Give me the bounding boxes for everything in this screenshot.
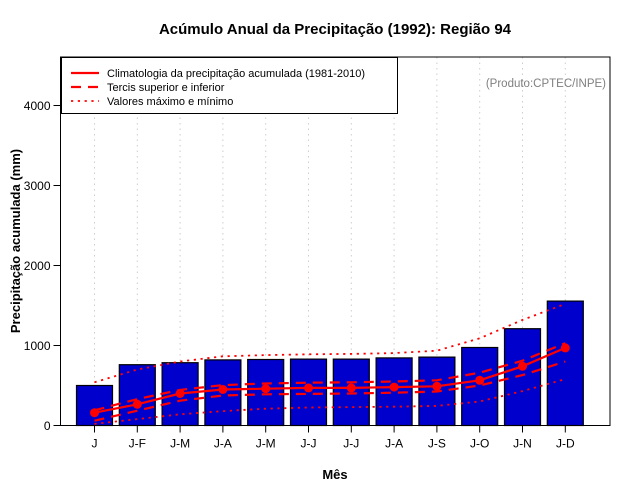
x-tick-label: J-J	[301, 437, 317, 451]
climatology-line	[94, 346, 566, 414]
x-tick-label: J-M	[256, 437, 276, 451]
x-tick-label: J-A	[214, 437, 232, 451]
x-tick-label: J-M	[170, 437, 190, 451]
chart-title: Acúmulo Anual da Precipitação (1992): Re…	[159, 21, 512, 38]
climatology-marker	[432, 381, 442, 391]
legend-item-climatology: Climatologia da precipitação acumulada (…	[107, 68, 365, 80]
x-tick-label: J	[92, 437, 98, 451]
y-axis-label: Precipitação acumulada (mm)	[8, 149, 23, 333]
max-line	[94, 303, 566, 384]
climatology-marker	[304, 383, 313, 393]
bar	[503, 328, 542, 427]
gridline-layer	[94, 57, 566, 426]
climatology-marker	[132, 399, 142, 409]
y-tick-label: 4000	[24, 99, 51, 113]
climatology-marker	[90, 408, 99, 418]
tercile-upper-line	[94, 342, 566, 412]
x-tick-label: J-D	[556, 437, 575, 451]
climatology-marker	[175, 389, 185, 398]
x-tick-label: J-N	[513, 437, 532, 451]
climatology-marker	[346, 383, 356, 393]
y-tick-label: 1000	[24, 339, 51, 353]
climatology-marker	[560, 343, 570, 353]
climatology-marker	[518, 361, 527, 371]
bar	[546, 300, 584, 427]
climatology-marker	[475, 375, 485, 385]
legend: Climatologia da precipitação acumulada (…	[61, 57, 398, 114]
bar	[161, 362, 199, 427]
legend-item-max-min: Valores máximo e mínimo	[107, 96, 233, 108]
bar	[118, 364, 156, 427]
x-axis-label: Mês	[322, 467, 347, 482]
legend-box	[61, 57, 398, 114]
x-tick-label: J-J	[343, 437, 359, 451]
climatology-marker	[261, 384, 271, 394]
tercile-lower-line	[94, 360, 566, 422]
x-tick-label: J-S	[428, 437, 446, 451]
bar	[75, 384, 114, 427]
y-tick-label: 0	[44, 419, 51, 433]
climatology-marker	[218, 385, 228, 394]
line-series-layer	[90, 303, 570, 425]
legend-item-tercis: Tercis superior e inferior	[107, 82, 225, 94]
x-tick-label: J-O	[470, 437, 489, 451]
y-tick-label: 2000	[24, 259, 51, 273]
product-watermark: (Produto:CPTEC/INPE)	[486, 78, 606, 90]
x-tick-label: J-A	[385, 437, 403, 451]
y-tick-label: 3000	[24, 179, 51, 193]
x-tick-label: J-F	[129, 437, 146, 451]
climatology-marker	[389, 382, 399, 392]
